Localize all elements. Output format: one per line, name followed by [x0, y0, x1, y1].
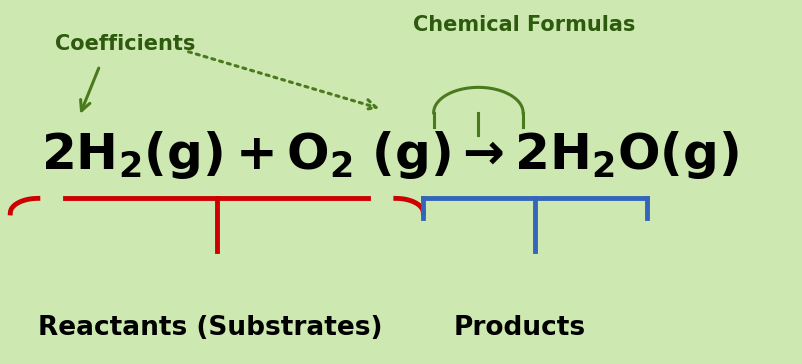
- Text: $\mathbf{2H_2(g) + O_2\ (g) \rightarrow 2H_2O(g)}$: $\mathbf{2H_2(g) + O_2\ (g) \rightarrow …: [41, 129, 739, 181]
- Text: Products: Products: [454, 314, 585, 341]
- Text: Reactants (Substrates): Reactants (Substrates): [38, 314, 383, 341]
- Text: Coefficients: Coefficients: [55, 34, 196, 54]
- Text: Chemical Formulas: Chemical Formulas: [413, 16, 635, 35]
